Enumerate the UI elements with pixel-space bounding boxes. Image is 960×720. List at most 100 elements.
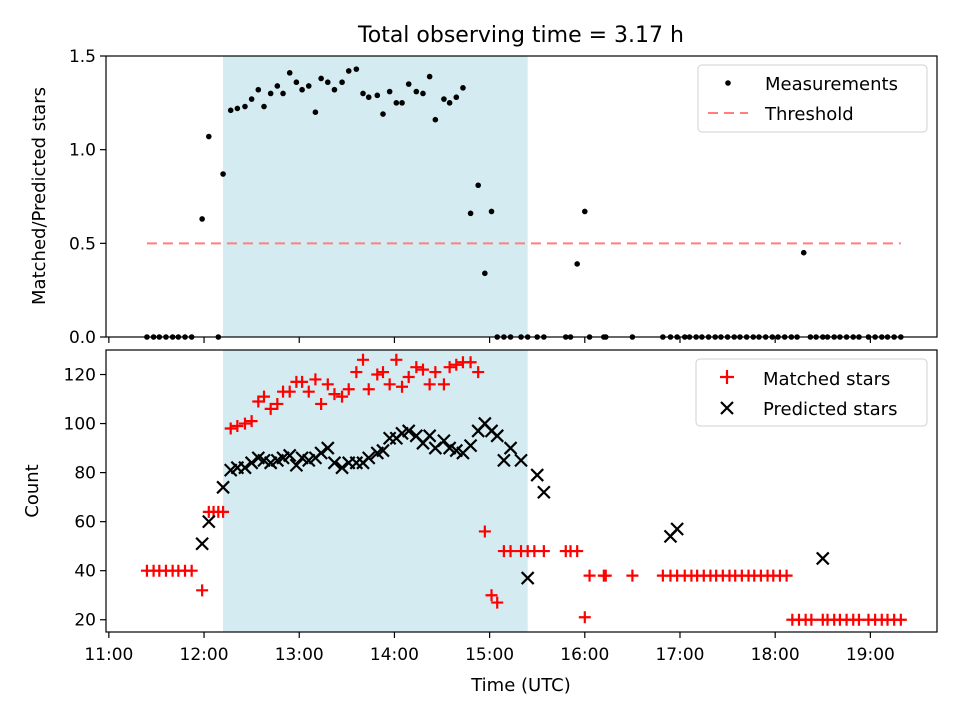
measurement-point: [286, 70, 293, 76]
bottom-shaded-span: [223, 350, 528, 632]
bottom-panel: 20 40 60 80 100 120 11:00 12:00 13:00 14:00 15:00…: [22, 349, 938, 696]
predicted-star-point: [238, 460, 252, 475]
matched-star-point: [491, 596, 504, 609]
matched-star-point: [302, 385, 315, 398]
legend-measurements-marker: [725, 80, 731, 86]
top-y-tick-label: 1.0: [69, 141, 96, 161]
matched-star-point: [224, 422, 237, 435]
legend-predicted-label: Predicted stars: [763, 399, 897, 420]
bottom-x-axis-label: Time (UTC): [470, 675, 571, 696]
measurement-point: [574, 261, 580, 267]
matched-star-point: [472, 366, 485, 379]
measurement-point: [305, 83, 312, 89]
measurement-point: [242, 103, 248, 110]
measurement-point: [299, 86, 305, 93]
predicted-star-point: [670, 522, 684, 536]
measurement-point: [293, 79, 300, 86]
top-y-tick-label: 0.5: [69, 234, 96, 254]
matched-star-points: [140, 353, 907, 626]
measurement-point: [318, 75, 324, 82]
legend-matched-label: Matched stars: [763, 369, 890, 390]
matched-star-point: [450, 358, 463, 371]
matched-star-point: [402, 370, 415, 383]
bottom-legend: Matched stars Predicted stars: [695, 358, 928, 427]
bottom-y-axis-label: Count: [22, 464, 43, 517]
measurement-point: [460, 85, 466, 91]
measurement-point: [255, 86, 262, 93]
predicted-star-point: [514, 453, 528, 468]
measurement-point: [399, 100, 405, 106]
matched-star-point: [894, 613, 907, 626]
predicted-star-point: [321, 441, 335, 455]
bottom-y-tick-label: 100: [64, 415, 96, 435]
measurement-point: [453, 94, 460, 101]
measurement-point: [405, 81, 412, 87]
top-axes-frame: [105, 55, 938, 338]
predicted-star-point: [282, 448, 297, 463]
matched-star-point: [350, 366, 363, 379]
bottom-y-tick-label: 60: [74, 513, 96, 533]
matched-star-point: [410, 361, 423, 374]
bottom-y-tick-label: 120: [64, 366, 96, 386]
top-y-axis-label: Matched/Predicted stars: [29, 87, 50, 305]
top-panel: 0.0 0.5 1.0 1.5 Matched/Predicted stars Mea…: [29, 47, 938, 348]
matched-star-point: [504, 545, 517, 558]
matched-star-point: [583, 569, 596, 582]
measurement-point: [475, 182, 481, 189]
matched-star-point: [478, 525, 491, 538]
bottom-x-tick-label: 16:00: [560, 645, 609, 665]
measurement-point: [446, 100, 453, 106]
matched-star-point: [309, 373, 322, 386]
legend-threshold-label: Threshold: [764, 104, 854, 125]
predicted-star-point: [376, 443, 390, 458]
top-y-ticks: 0.0 0.5 1.0 1.5: [69, 47, 106, 348]
figure-title: Total observing time = 3.17 h: [357, 23, 684, 48]
measurement-point: [432, 116, 439, 123]
predicted-star-point: [202, 514, 216, 529]
matched-star-point: [416, 363, 429, 376]
matched-star-point: [238, 417, 251, 430]
measurement-point: [800, 249, 807, 256]
predicted-star-point: [244, 456, 259, 470]
matched-star-point: [464, 356, 477, 369]
predicted-star-point: [463, 438, 478, 453]
matched-star-point: [196, 584, 209, 597]
matched-star-point: [396, 380, 409, 393]
bottom-x-tick-label: 17:00: [655, 645, 704, 665]
measurement-point: [353, 66, 360, 72]
predicted-star-point: [314, 446, 328, 460]
matched-star-point: [315, 397, 328, 410]
predicted-star-points: [195, 416, 830, 585]
matched-star-point: [383, 378, 396, 391]
matched-star-point: [780, 569, 793, 582]
measurement-point: [380, 111, 386, 117]
matched-star-point: [390, 353, 403, 366]
matched-star-point: [328, 388, 341, 401]
measurement-point: [220, 171, 226, 177]
predicted-star-point: [530, 468, 544, 482]
predicted-star-point: [327, 456, 342, 470]
top-x-ticks: [108, 337, 871, 343]
measurement-point: [345, 68, 352, 74]
bottom-x-ticks: 11:00 12:00 13:00 14:00 15:00 16:00 17:00 18:00…: [84, 632, 895, 665]
measurement-point: [234, 105, 241, 112]
matched-star-point: [423, 378, 436, 391]
predicted-star-point: [195, 536, 209, 551]
measurement-point: [467, 210, 474, 217]
bottom-x-tick-label: 13:00: [275, 645, 324, 665]
matched-star-point: [258, 390, 271, 403]
bottom-axes-frame: [105, 349, 938, 633]
matched-star-point: [377, 366, 389, 379]
matched-star-point: [283, 385, 296, 398]
measurement-point: [374, 92, 381, 99]
measurement-point: [482, 270, 488, 277]
measurement-point: [582, 208, 588, 215]
measurement-point: [420, 90, 426, 97]
measurement-point: [324, 79, 331, 86]
legend-measurements-label: Measurements: [765, 74, 898, 95]
matched-star-point: [599, 569, 612, 582]
predicted-star-point: [361, 451, 376, 465]
bottom-x-tick-label: 19:00: [846, 645, 895, 665]
measurement-point: [488, 208, 495, 215]
